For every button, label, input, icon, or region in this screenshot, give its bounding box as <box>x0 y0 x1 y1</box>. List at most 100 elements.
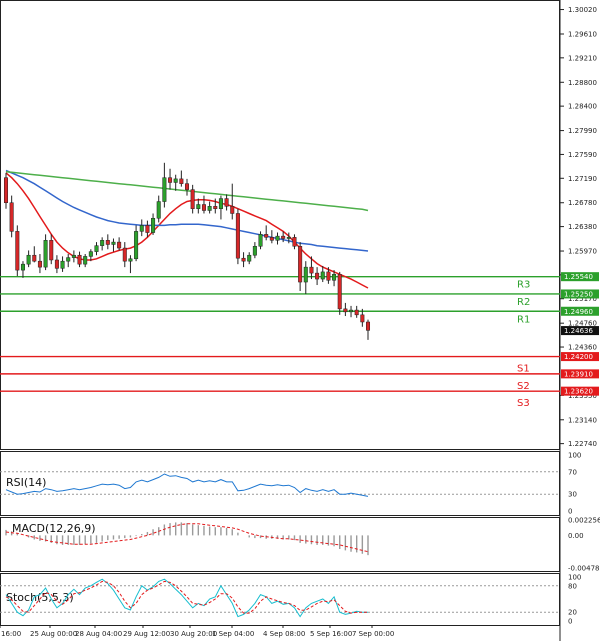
level-tag-value: 1.23620 <box>564 388 593 396</box>
price-tick-label: 1.29210 <box>568 54 597 62</box>
stoch-k-line <box>5 578 368 618</box>
stoch-tick-label: 20 <box>568 609 577 617</box>
time-tick-label: 30 Aug 20:00 <box>170 630 217 638</box>
price-tick-label: 1.24760 <box>568 320 597 328</box>
candle-body <box>354 309 359 316</box>
candle-body <box>26 254 31 265</box>
candle-body <box>139 225 144 232</box>
candle-body <box>303 266 308 283</box>
candle-body <box>184 183 190 190</box>
candle-body <box>49 240 54 261</box>
candle-body <box>286 237 291 239</box>
stoch-tick-label: 80 <box>568 582 577 590</box>
time-tick-label: 4 Sep 08:00 <box>263 630 305 638</box>
level-name-s3: S3 <box>517 398 530 409</box>
level-name-s2: S2 <box>517 381 530 392</box>
rsi-tick-label: 100 <box>568 452 581 460</box>
candle-body <box>337 274 342 310</box>
rsi-label: RSI(14) <box>6 476 46 489</box>
candle-body <box>128 258 133 262</box>
rsi-tick-label: 0 <box>568 508 572 516</box>
price-tick-label: 1.27990 <box>568 127 597 135</box>
candle-body <box>349 309 354 313</box>
price-tick-label: 1.23140 <box>568 416 597 424</box>
current-price-value: 1.24636 <box>564 327 593 335</box>
candle-body <box>264 234 269 238</box>
candle-body <box>105 240 110 245</box>
current-price-tag <box>561 326 599 336</box>
candle-body <box>94 245 99 252</box>
price-tick-label: 1.27590 <box>568 151 597 159</box>
level-name-s1: S1 <box>517 364 530 375</box>
candle-body <box>275 235 280 241</box>
candle-body <box>122 247 127 262</box>
candle-body <box>230 206 235 214</box>
candle-body <box>213 206 218 209</box>
level-tag-value: 1.23910 <box>564 370 593 378</box>
macd-tick-label: -0.004786 <box>568 565 600 573</box>
level-name-r3: R3 <box>517 280 530 291</box>
candle-body <box>117 241 122 249</box>
stoch-tick-label: 0 <box>568 618 572 626</box>
time-tick-label: 24 Aug 16:00 <box>0 630 21 638</box>
price-tick-label: 1.25170 <box>568 295 597 303</box>
candle-body <box>247 254 252 262</box>
price-tick-label: 1.28400 <box>568 103 597 111</box>
rsi-line <box>5 473 369 497</box>
candle-body <box>3 177 9 203</box>
time-tick-label: 28 Aug 04:00 <box>75 630 122 638</box>
candle-body <box>269 237 274 241</box>
price-tick-label: 1.29610 <box>568 30 597 38</box>
candle-body <box>173 178 178 183</box>
candle-body <box>326 271 331 281</box>
rsi-tick-label: 30 <box>568 491 577 499</box>
level-tag-value: 1.25250 <box>564 290 593 298</box>
level-tag-s2 <box>561 369 599 379</box>
candle-body <box>15 231 20 271</box>
candle-body <box>224 198 229 207</box>
candle-body <box>145 225 150 233</box>
price-tick-label: 1.26380 <box>568 223 597 231</box>
price-tick-label: 1.30020 <box>568 6 597 14</box>
candle-body <box>201 204 206 211</box>
candle-body <box>241 257 246 262</box>
time-tick-label: 25 Aug 00:00 <box>30 630 77 638</box>
candle-body <box>88 251 93 257</box>
stoch-tick-label: 100 <box>568 574 581 582</box>
moving-average-2 <box>5 169 369 252</box>
candle-body <box>309 266 314 274</box>
time-tick-label: 1 Sep 04:00 <box>212 630 254 638</box>
candle-body <box>360 314 365 323</box>
candle-body <box>83 256 88 265</box>
price-tick-label: 1.27190 <box>568 175 597 183</box>
macd-tick-label: 0.00 <box>568 532 584 540</box>
time-tick-label: 7 Sep 00:00 <box>352 630 394 638</box>
macd-tick-label: 0.002256 <box>568 517 600 525</box>
macd-signal-line <box>5 523 369 553</box>
candle-body <box>77 254 82 265</box>
time-tick-label: 5 Sep 16:00 <box>310 630 352 638</box>
stoch-label: Stoch(5,5,3) <box>6 591 74 604</box>
level-tag-s1 <box>561 352 599 362</box>
macd-label: MACD(12,26,9) <box>12 522 96 535</box>
candle-body <box>32 254 37 262</box>
level-tag-r2 <box>561 289 599 299</box>
level-tag-value: 1.24200 <box>564 353 593 361</box>
candle-body <box>365 321 371 331</box>
candle-body <box>100 240 105 246</box>
time-tick-label: 29 Aug 12:00 <box>123 630 170 638</box>
candle-body <box>196 204 201 209</box>
price-tick-label: 1.22740 <box>568 440 597 448</box>
candle-body <box>71 254 76 258</box>
level-name-r2: R2 <box>517 297 530 308</box>
level-tag-r1 <box>561 306 599 316</box>
candle-body <box>179 178 184 184</box>
candle-body <box>168 177 173 183</box>
price-tick-label: 1.28800 <box>568 79 597 87</box>
level-name-r1: R1 <box>517 314 530 325</box>
candle-body <box>134 231 139 260</box>
candle-body <box>315 272 320 280</box>
price-tick-label: 1.25970 <box>568 248 597 256</box>
